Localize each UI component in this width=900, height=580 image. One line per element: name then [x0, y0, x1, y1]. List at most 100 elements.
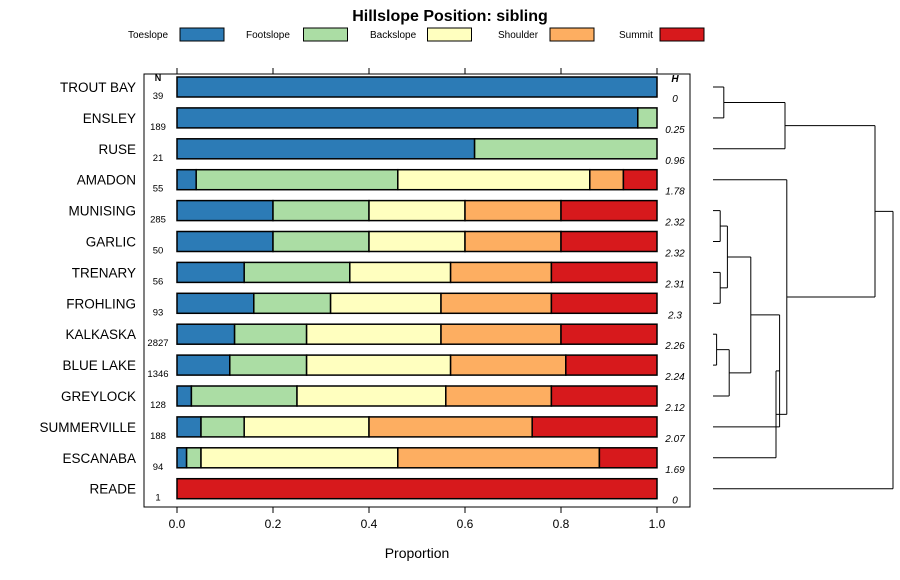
- dendrogram-merge-c4: [713, 271, 721, 304]
- n-value: 1346: [147, 369, 168, 380]
- row-ruse: RUSE 21 0.96: [98, 138, 685, 167]
- x-tick-label: 0.6: [457, 517, 474, 531]
- legend-label-toeslope: Toeslope: [128, 30, 168, 41]
- row-garlic: GARLIC 50 2.32: [86, 230, 685, 260]
- bar-segment-shoulder: [449, 354, 567, 376]
- row-trenary: TRENARY 56 2.31: [72, 261, 685, 290]
- bar-segment-toeslope: [176, 107, 639, 129]
- row-greylock: GREYLOCK 128 2.12: [61, 385, 685, 414]
- category-label: ESCANABA: [62, 451, 136, 466]
- top-tick-marks: [176, 68, 658, 74]
- row-reade: READE 1 0: [89, 477, 678, 507]
- row-frohling: FROHLING 93 2.3: [66, 292, 682, 321]
- bar-segment-summit: [531, 416, 658, 438]
- x-tick-label: 1.0: [649, 517, 666, 531]
- legend-label-shoulder: Shoulder: [498, 30, 539, 41]
- row-blue-lake: BLUE LAKE 1346 2.24: [62, 354, 685, 383]
- n-value: 1: [155, 493, 160, 504]
- legend-swatch-summit: [659, 27, 705, 42]
- category-label: KALKASKA: [65, 327, 136, 342]
- n-value: 128: [150, 400, 166, 411]
- bar-segment-footslope: [233, 323, 308, 345]
- bar-segment-backslope: [368, 230, 466, 253]
- bar-segment-footslope: [190, 385, 298, 407]
- bar-segment-toeslope: [176, 385, 193, 407]
- h-column-header: H: [671, 74, 679, 85]
- bar-segment-footslope: [253, 292, 332, 315]
- bar-segment-shoulder: [440, 323, 562, 345]
- dendrogram-merge-c12: [785, 125, 876, 298]
- bar-segment-backslope: [296, 385, 447, 407]
- bar-segment-summit: [622, 168, 658, 191]
- legend-label-backslope: Backslope: [370, 30, 417, 41]
- bar-segment-shoulder: [589, 168, 625, 191]
- bar-segment-footslope: [272, 199, 370, 222]
- bar-segment-summit: [598, 447, 658, 469]
- dendrogram-merge-c5: [720, 225, 728, 289]
- dendrogram-merge-c3: [713, 210, 721, 242]
- bar-segment-summit: [560, 323, 658, 345]
- n-value: 188: [150, 431, 166, 442]
- h-value: 0.25: [665, 125, 685, 136]
- bar-segment-footslope: [637, 107, 658, 129]
- legend-swatch-shoulder: [549, 27, 595, 42]
- row-trout-bay: TROUT BAY 39 0: [60, 76, 678, 105]
- row-kalkaska: KALKASKA 2827 2.26: [65, 323, 685, 352]
- h-value: 2.07: [664, 434, 685, 445]
- bar-segment-toeslope: [176, 230, 274, 253]
- bar-segment-toeslope: [176, 168, 197, 191]
- h-value: 2.3: [667, 310, 682, 321]
- h-value: 1.78: [665, 187, 685, 198]
- bar-segment-shoulder: [440, 292, 553, 315]
- legend-swatch-footslope: [303, 27, 348, 42]
- bar-segment-backslope: [200, 447, 399, 469]
- bar-segment-backslope: [329, 292, 442, 315]
- category-label: RUSE: [98, 142, 136, 157]
- bar-segment-footslope: [185, 447, 202, 469]
- bar-segment-toeslope: [176, 323, 236, 345]
- category-label: TROUT BAY: [60, 80, 136, 95]
- x-tick-label: 0.2: [265, 517, 282, 531]
- bar-segment-backslope: [305, 354, 452, 376]
- dendrogram-merge-c10: [713, 370, 780, 459]
- legend-swatch-backslope: [427, 27, 472, 42]
- dendrogram-merge-c9: [713, 314, 781, 428]
- bar-segment-shoulder: [464, 199, 562, 222]
- category-label: AMADON: [77, 173, 136, 188]
- category-label: SUMMERVILLE: [39, 420, 136, 435]
- dendrogram-merge-c7: [713, 349, 730, 397]
- bar-segment-summit: [550, 385, 658, 407]
- category-label: FROHLING: [66, 296, 136, 311]
- category-label: MUNISING: [69, 204, 137, 219]
- h-value: 0: [672, 496, 678, 507]
- bar-segment-shoulder: [368, 416, 533, 438]
- category-label: ENSLEY: [83, 111, 136, 126]
- bar-segment-footslope: [272, 230, 370, 253]
- bar-segment-toeslope: [176, 354, 231, 376]
- n-value: 50: [153, 246, 164, 257]
- n-value: 55: [153, 184, 164, 195]
- bar-segment-summit: [176, 477, 658, 500]
- bar-segment-shoulder: [449, 261, 553, 284]
- bar-segment-footslope: [195, 168, 399, 191]
- bar-segment-shoulder: [397, 447, 601, 469]
- bar-segment-backslope: [349, 261, 452, 284]
- bar-segment-footslope: [243, 261, 351, 284]
- h-value: 2.32: [664, 249, 685, 260]
- bar-segment-backslope: [243, 416, 370, 438]
- h-value: 2.12: [664, 403, 685, 414]
- bar-segment-toeslope: [176, 416, 202, 438]
- category-label: TRENARY: [72, 265, 136, 280]
- row-ensley: ENSLEY 189 0.25: [83, 107, 685, 136]
- bar-segment-footslope: [473, 138, 658, 160]
- h-value: 2.32: [664, 218, 685, 229]
- n-value: 94: [153, 462, 164, 473]
- bar-segment-backslope: [397, 168, 591, 191]
- h-value: 2.26: [664, 341, 685, 352]
- bar-segment-summit: [560, 230, 658, 253]
- legend: Toeslope Footslope Backslope Shoulder Summit: [128, 27, 705, 42]
- bar-segment-shoulder: [464, 230, 562, 253]
- n-value: 21: [153, 153, 164, 164]
- dendrogram: [713, 86, 894, 490]
